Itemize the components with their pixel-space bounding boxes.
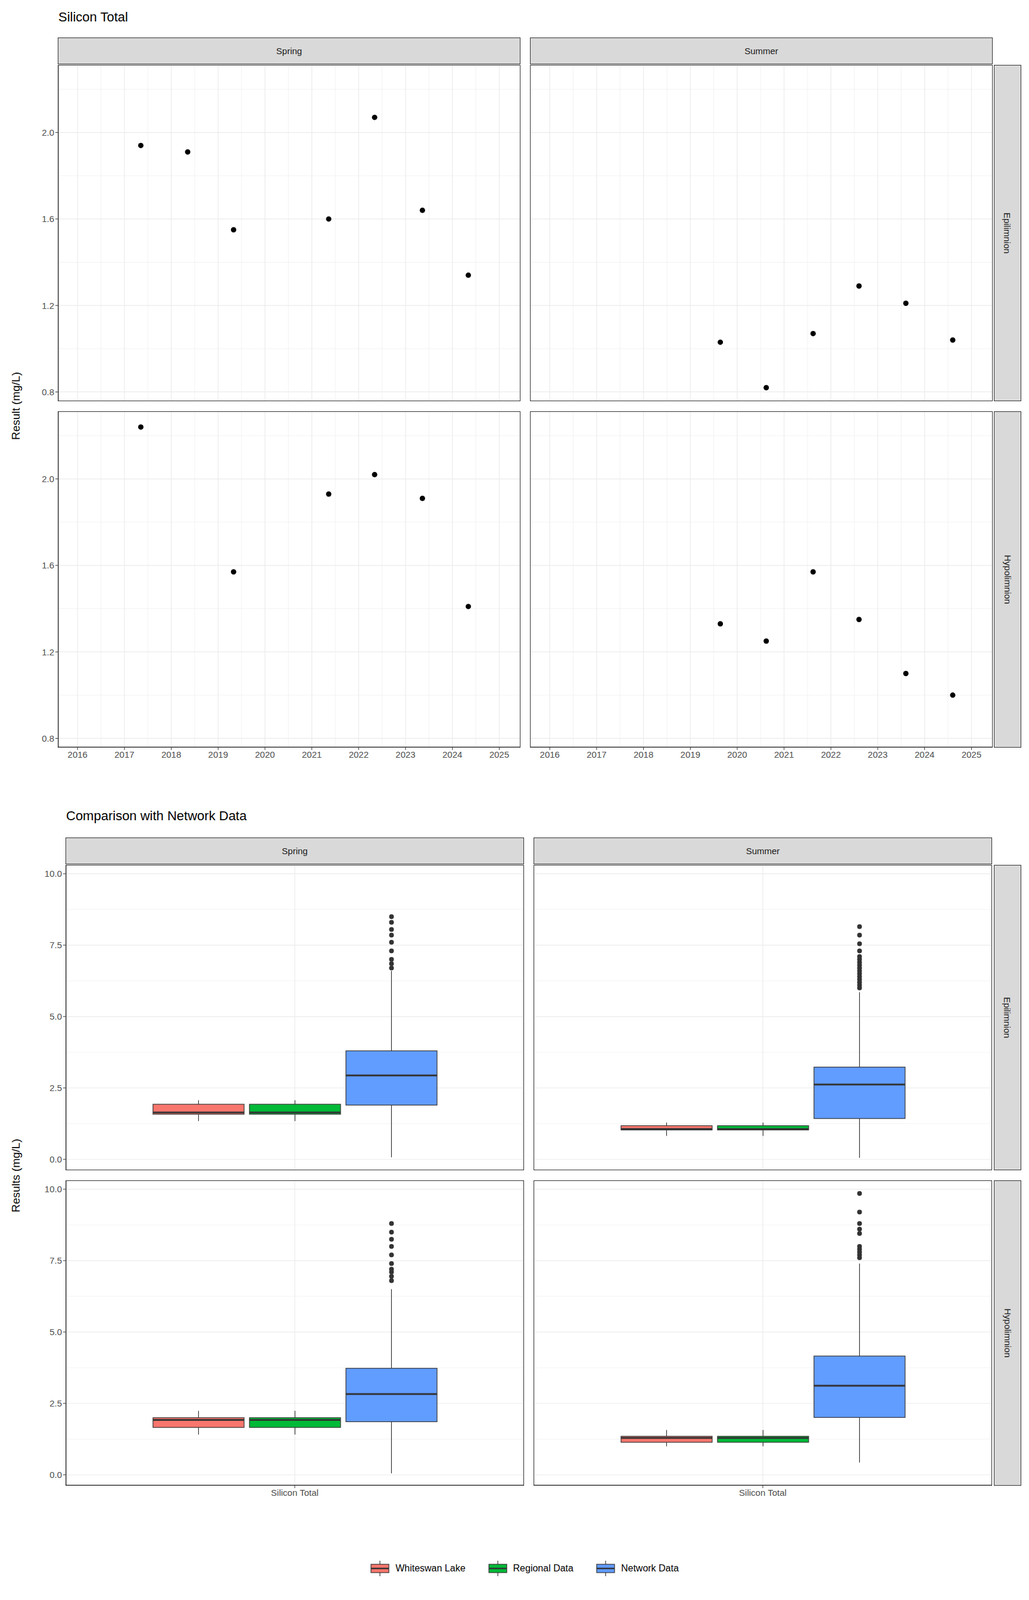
html-text:Summer: Summer xyxy=(745,846,780,857)
svg-text:2024: 2024 xyxy=(914,749,935,760)
svg-text:0.8: 0.8 xyxy=(41,387,55,398)
svg-text:2.0: 2.0 xyxy=(41,474,55,485)
svg-text:2024: 2024 xyxy=(442,749,463,760)
svg-text:7.5: 7.5 xyxy=(49,940,62,951)
svg-text:2018: 2018 xyxy=(161,749,182,760)
html-text:Results (mg/L): Results (mg/L) xyxy=(9,1139,23,1213)
svg-text:1.2: 1.2 xyxy=(41,300,55,311)
html-text:Summer: Summer xyxy=(744,45,779,56)
html-text:Epilimnion: Epilimnion xyxy=(1002,212,1013,254)
html-text:Epilimnion: Epilimnion xyxy=(1002,997,1013,1039)
html-text:Result (mg/L): Result (mg/L) xyxy=(9,372,23,441)
svg-text:2.0: 2.0 xyxy=(41,127,55,138)
svg-text:10.0: 10.0 xyxy=(44,1184,62,1195)
svg-text:2020: 2020 xyxy=(254,749,275,760)
svg-text:1.6: 1.6 xyxy=(41,560,55,571)
svg-text:Silicon Total: Silicon Total xyxy=(270,1488,319,1499)
svg-text:Silicon Total: Silicon Total xyxy=(738,1488,787,1499)
svg-text:2.5: 2.5 xyxy=(49,1083,62,1094)
svg-text:2021: 2021 xyxy=(774,749,794,760)
svg-text:2023: 2023 xyxy=(867,749,888,760)
svg-text:2018: 2018 xyxy=(633,749,654,760)
svg-text:1.2: 1.2 xyxy=(41,647,55,658)
html-text:Spring: Spring xyxy=(281,846,308,857)
svg-text:2016: 2016 xyxy=(67,749,88,760)
svg-text:1.6: 1.6 xyxy=(41,213,55,224)
svg-text:2017: 2017 xyxy=(586,749,607,760)
svg-text:2023: 2023 xyxy=(395,749,416,760)
html-text:Hypolimnion: Hypolimnion xyxy=(1002,555,1013,605)
svg-text:0.0: 0.0 xyxy=(49,1470,62,1481)
html-text:Hypolimnion: Hypolimnion xyxy=(1002,1308,1013,1359)
svg-text:5.0: 5.0 xyxy=(49,1011,62,1022)
svg-text:2025: 2025 xyxy=(961,749,982,760)
svg-text:2022: 2022 xyxy=(348,749,369,760)
svg-text:2.5: 2.5 xyxy=(49,1398,62,1409)
svg-text:2025: 2025 xyxy=(489,749,510,760)
svg-text:0.0: 0.0 xyxy=(49,1154,62,1165)
svg-text:2020: 2020 xyxy=(727,749,747,760)
svg-text:10.0: 10.0 xyxy=(44,868,62,879)
svg-text:2019: 2019 xyxy=(680,749,701,760)
svg-text:7.5: 7.5 xyxy=(49,1255,62,1267)
svg-text:2021: 2021 xyxy=(301,749,322,760)
svg-text:2016: 2016 xyxy=(540,749,560,760)
html-text:Whiteswan Lake: Whiteswan Lake xyxy=(395,1563,466,1574)
svg-text:5.0: 5.0 xyxy=(49,1327,62,1338)
svg-text:0.8: 0.8 xyxy=(41,733,55,744)
html-text:Spring: Spring xyxy=(276,45,303,56)
svg-text:2019: 2019 xyxy=(208,749,229,760)
html-text:Comparison with Network Data: Comparison with Network Data xyxy=(66,808,247,824)
html-text:Regional Data: Regional Data xyxy=(513,1563,574,1574)
svg-text:2017: 2017 xyxy=(114,749,134,760)
svg-text:2022: 2022 xyxy=(821,749,841,760)
html-text:Silicon Total: Silicon Total xyxy=(58,9,129,25)
html-text:Network Data: Network Data xyxy=(621,1563,679,1574)
